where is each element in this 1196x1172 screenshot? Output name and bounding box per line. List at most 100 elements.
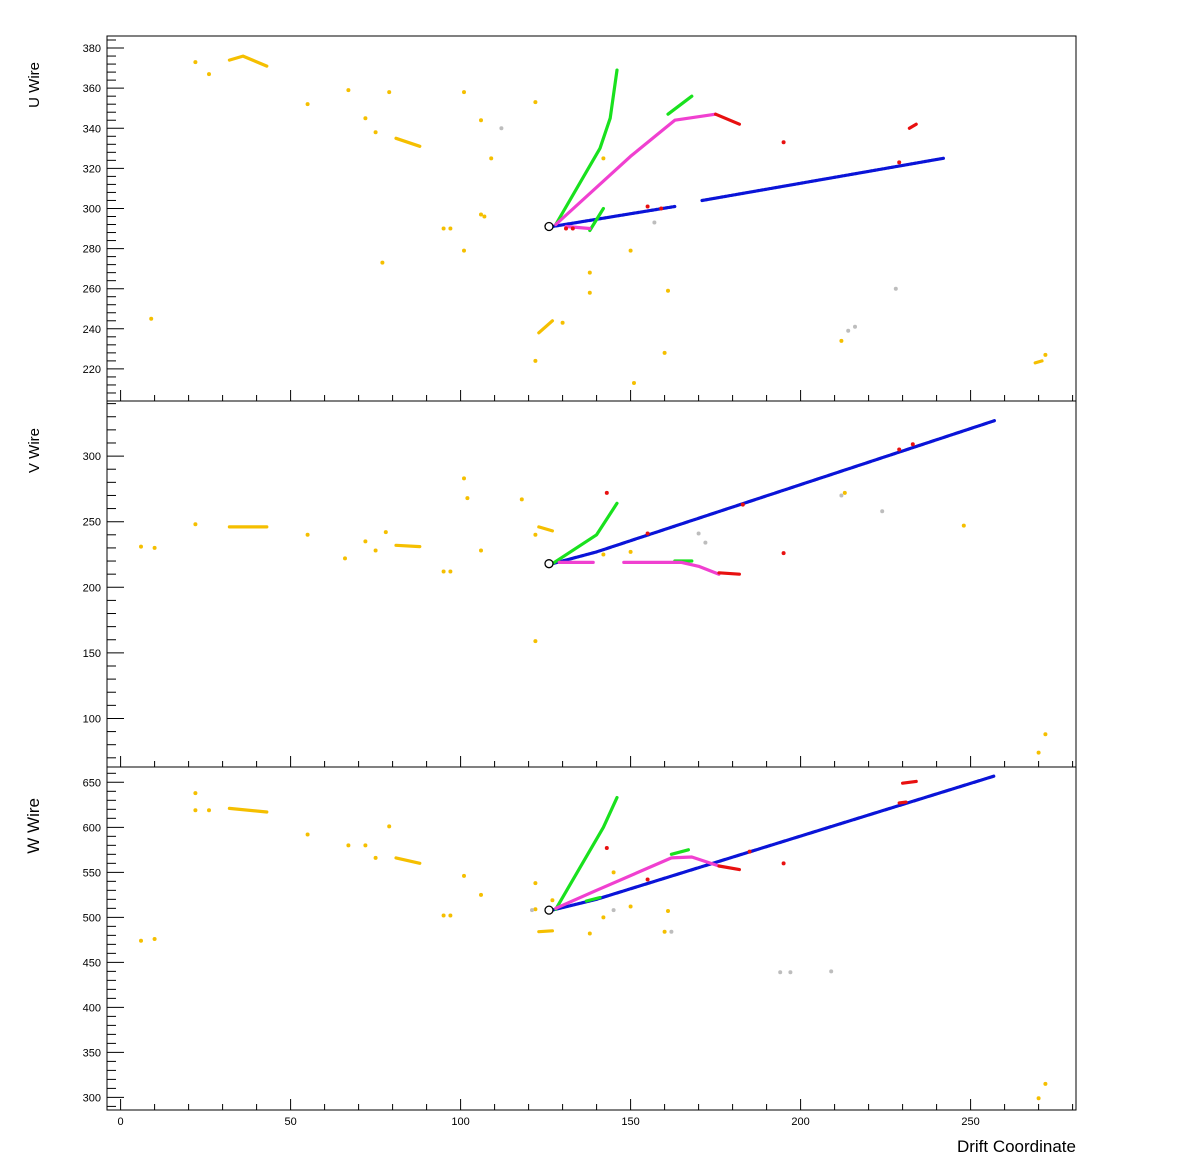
gray-hit: [853, 324, 857, 329]
vertex-marker: [544, 559, 554, 569]
yellow-hit: [1036, 1096, 1041, 1101]
yellow-hit: [305, 532, 310, 537]
y-tick-label: 450: [83, 957, 101, 969]
yellow-track: [394, 136, 422, 148]
red-hit: [910, 442, 915, 447]
yellow-hit: [519, 497, 524, 502]
yellow-hit: [550, 898, 555, 903]
yellow-hit: [465, 496, 470, 501]
vertex-marker: [544, 905, 554, 915]
y-tick-label: 240: [83, 324, 101, 336]
panel-frame: [106, 400, 1077, 768]
yellow-hit: [462, 476, 466, 481]
yellow-hit: [479, 212, 483, 217]
panels-layer: 220 240 260 280 300 320 340 360 380 U Wire 100 150 2…: [24, 35, 1077, 1128]
y-tick-label: 280: [83, 244, 101, 256]
y-tick-label: 600: [83, 822, 101, 834]
red-hit: [645, 204, 650, 209]
y-tick-label: 300: [83, 203, 101, 215]
y-axis-title: U Wire: [26, 62, 43, 108]
yellow-hit: [193, 808, 198, 813]
yellow-hit: [628, 549, 633, 554]
yellow-hit: [448, 569, 453, 574]
yellow-hit: [839, 338, 844, 343]
yellow-hit: [479, 548, 483, 553]
yellow-track: [537, 319, 554, 335]
yellow-hit: [961, 523, 966, 528]
yellow-track: [1033, 359, 1044, 365]
red-track: [901, 779, 918, 785]
yellow-track: [394, 856, 422, 865]
yellow-hit: [533, 358, 538, 363]
blue-track: [700, 156, 945, 203]
y-tick-label: 300: [83, 451, 101, 463]
yellow-hit: [662, 350, 667, 355]
y-tick-label: 260: [83, 284, 101, 296]
yellow-hit: [152, 936, 157, 941]
yellow-hit: [533, 532, 538, 537]
yellow-hit: [842, 490, 847, 495]
yellow-hit: [441, 569, 446, 574]
red-hit: [781, 861, 786, 866]
yellow-hit: [139, 938, 143, 943]
yellow-hit: [1043, 352, 1048, 357]
yellow-hit: [346, 88, 351, 93]
yellow-hit: [373, 548, 378, 553]
yellow-hit: [305, 832, 310, 837]
red-hit: [604, 846, 609, 851]
gray-hit: [788, 970, 793, 975]
yellow-hit: [387, 90, 392, 95]
panel-1: 220 240 260 280 300 320 340 360 380 U Wire: [26, 35, 1077, 402]
yellow-track: [227, 54, 269, 68]
y-tick-label: 100: [83, 713, 101, 725]
yellow-hit: [560, 320, 565, 325]
gray-hit: [846, 328, 851, 333]
yellow-hit: [363, 539, 368, 544]
y-tick-label: 550: [83, 867, 101, 879]
x-tick-label: 100: [451, 1116, 469, 1128]
green-track: [669, 848, 690, 856]
yellow-hit: [152, 545, 157, 550]
y-axis-title: W Wire: [24, 798, 43, 854]
yellow-hit: [601, 915, 606, 920]
yellow-hit: [305, 102, 310, 107]
yellow-hit: [380, 260, 385, 265]
vertex-marker: [544, 221, 554, 232]
x-tick-label: 150: [621, 1116, 639, 1128]
yellow-hit: [533, 881, 538, 886]
panel-2: 100 150 200 250 300 V Wire: [26, 400, 1077, 768]
magenta-track: [622, 560, 721, 576]
y-tick-label: 350: [83, 1047, 101, 1059]
panel-frame: [106, 35, 1077, 402]
gray-hit: [652, 220, 657, 225]
panel-data: [139, 419, 1048, 755]
yellow-hit: [628, 248, 633, 253]
yellow-hit: [632, 380, 636, 385]
magenta-track: [554, 855, 721, 910]
red-hit: [897, 447, 902, 452]
yellow-hit: [343, 556, 347, 561]
y-tick-label: 150: [83, 648, 101, 660]
panel-data: [139, 774, 1048, 1101]
red-hit: [659, 206, 664, 211]
yellow-hit: [628, 904, 633, 909]
yellow-hit: [479, 892, 483, 897]
yellow-hit: [193, 60, 198, 65]
yellow-hit: [1036, 750, 1041, 755]
x-tick-label: 0: [118, 1116, 124, 1128]
x-tick-label: 200: [791, 1116, 809, 1128]
yellow-hit: [533, 639, 538, 644]
gray-hit: [893, 286, 898, 291]
red-track: [717, 571, 741, 576]
x-axis-title: Drift Coordinate: [957, 1137, 1076, 1156]
yellow-hit: [139, 544, 143, 549]
green-track: [588, 206, 605, 233]
red-track: [907, 122, 918, 130]
red-track: [717, 864, 741, 872]
red-hit: [897, 160, 902, 165]
yellow-hit: [601, 156, 606, 161]
gray-hit: [611, 908, 616, 913]
y-tick-label: 220: [83, 364, 101, 376]
blue-track: [550, 419, 996, 566]
red-hit: [604, 490, 609, 495]
